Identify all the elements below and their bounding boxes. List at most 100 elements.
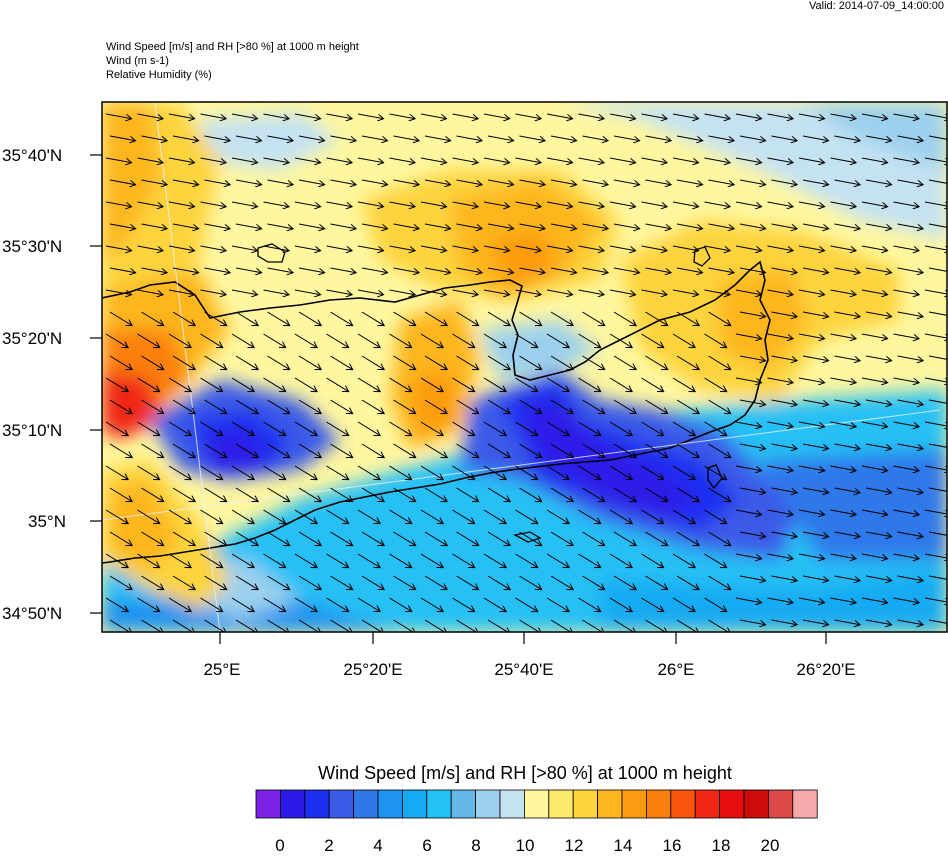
wind-arrow [294,201,321,207]
wind-arrow [487,487,510,502]
wind-arrow [424,135,451,141]
wind-arrow [420,201,447,207]
wind-arrow [865,223,892,229]
wind-arrow [704,377,727,392]
colorbar-swatch [621,789,647,819]
wind-arrow [294,333,317,348]
wind-arrow [109,311,132,326]
wind-arrow [739,179,766,185]
wind-arrow [172,443,195,458]
lat-label: 35°10'N [2,421,62,440]
wind-arrow [641,465,664,480]
wind-arrow [582,487,605,502]
wind-arrow [893,597,920,603]
wind-arrow [735,201,762,207]
wind-arrow [739,311,766,317]
wind-arrow [204,179,231,185]
wind-arrow [834,619,861,625]
wind-arrow [708,311,731,326]
wind-arrow [487,355,510,370]
wind-arrow [298,399,321,414]
wind-arrow [200,421,223,436]
wind-arrow [137,421,160,436]
wind-arrow [861,509,888,515]
wind-arrow [298,223,325,229]
wind-arrow [515,333,538,348]
wind-arrow [735,157,762,163]
colorbar-swatch [792,789,818,819]
wind-arrow [235,179,262,185]
wind-arrow [578,421,601,436]
lon-label: 26°20'E [796,660,855,679]
wind-arrow [204,443,227,458]
wind-arrow [172,179,199,185]
wind-arrow [141,575,164,590]
wind-arrow [487,575,510,590]
wind-arrow [263,509,286,524]
wind-arrow [861,113,888,119]
wind-arrow [735,509,762,515]
wind-arrow [771,267,798,273]
wind-arrow [641,509,664,524]
wind-arrow [613,267,640,273]
wind-arrow [767,157,794,163]
wind-arrow [861,597,888,603]
wind-arrow [168,245,195,251]
wind-arrow [865,399,892,405]
wind-arrow [172,487,195,502]
wind-arrow [330,135,357,141]
lon-label: 26°E [657,660,694,679]
wind-arrow [204,531,227,546]
wind-arrow [298,531,321,546]
wind-arrow [865,311,892,317]
wind-arrow [645,575,668,590]
wind-arrow [771,619,798,625]
wind-arrow [798,201,825,207]
wind-arrow [267,179,294,185]
wind-arrow [137,113,164,119]
wind-arrow [641,597,664,612]
wind-arrow [172,575,195,590]
wind-arrow [326,597,349,612]
lat-label: 35°40'N [2,146,62,165]
wind-arrow [263,245,290,251]
wind-arrow [109,135,136,141]
wind-arrow [172,267,199,273]
wind-arrow [424,487,447,502]
wind-arrow [141,179,168,185]
colorbar-swatch [694,789,721,819]
wind-arrow [767,377,794,383]
wind-arrow [582,179,609,185]
plot-titles: Wind Speed [m/s] and RH [>80 %] at 1000 … [106,40,359,82]
wind-arrow [235,135,262,141]
wind-arrow [109,443,132,458]
wind-arrow [515,377,538,392]
wind-arrow [735,553,762,559]
wind-arrow [928,135,947,140]
wind-arrow [641,245,668,251]
wind-arrow [267,355,290,370]
wind-arrow [708,443,731,458]
wind-arrow [168,333,191,348]
wind-arrow [267,267,294,273]
wind-arrow [771,487,798,493]
wind-arrow [357,377,380,392]
wind-arrow [168,421,191,436]
wind-arrow [897,443,924,449]
wind-arrow [393,179,420,185]
lat-label: 34°50'N [2,604,62,623]
colorbar-swatch [670,789,696,819]
colorbar-swatch [255,789,281,819]
wind-arrow [456,267,483,273]
wind-arrow [893,289,920,295]
wind-arrow [834,311,861,317]
wind-arrow [704,597,727,612]
wind-arrow [361,575,384,590]
wind-arrow [834,135,861,141]
wind-arrow [452,465,475,480]
wind-vectors [105,113,947,632]
wind-arrow [928,619,947,624]
wind-arrow [515,597,538,612]
wind-arrow [609,113,636,119]
wind-arrow [420,113,447,119]
